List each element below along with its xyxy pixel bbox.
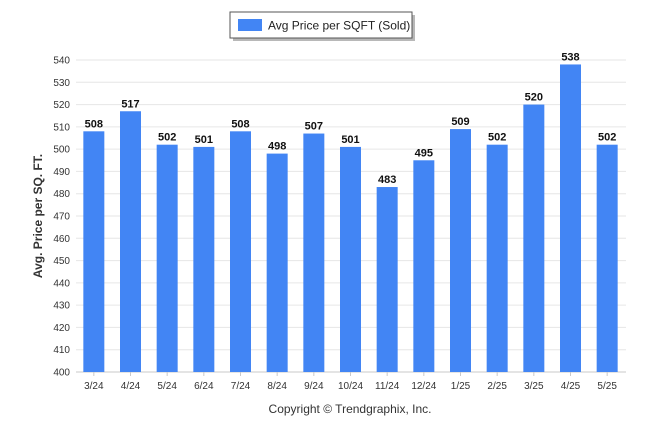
bar-value-label: 508: [231, 118, 249, 130]
bar-value-label: 501: [341, 134, 359, 146]
y-tick-label: 440: [53, 278, 70, 289]
bar: [230, 131, 251, 372]
bar-value-label: 509: [451, 116, 469, 128]
x-tick-label: 7/24: [231, 381, 251, 392]
bar: [523, 104, 545, 373]
bar-value-label: 507: [305, 121, 323, 133]
bar: [83, 131, 105, 372]
bar-value-label: 483: [378, 174, 396, 186]
bar: [486, 144, 508, 372]
bar-value-label: 498: [268, 141, 286, 153]
y-tick-label: 460: [53, 234, 70, 245]
x-tick-label: 6/24: [194, 381, 214, 392]
x-tick-label: 4/24: [121, 381, 141, 392]
bar: [193, 146, 215, 372]
bar-value-label: 502: [598, 132, 616, 144]
x-axis-ticks: 3/24 4/24 5/24 6/24 7/24 8/24 9/24 10/24 11/24 12…: [84, 372, 617, 392]
legend-swatch: [238, 19, 262, 31]
y-tick-label: 470: [53, 212, 70, 223]
x-tick-label: 10/24: [338, 381, 363, 392]
bar: [450, 129, 471, 372]
x-tick-label: 8/24: [267, 381, 287, 392]
y-tick-label: 420: [53, 323, 70, 334]
y-tick-label: 450: [53, 256, 70, 267]
bar-value-label: 495: [415, 147, 433, 159]
bar-value-label: 508: [85, 118, 103, 130]
y-tick-label: 480: [53, 189, 70, 200]
legend-label: Avg Price per SQFT (Sold): [268, 19, 410, 33]
bar: [560, 64, 581, 372]
y-axis-label: Avg. Price per SQ. FT.: [31, 154, 45, 278]
x-tick-label: 3/24: [84, 381, 104, 392]
bar: [156, 144, 178, 372]
x-tick-label: 5/24: [157, 381, 177, 392]
x-tick-label: 11/24: [375, 381, 400, 392]
x-tick-label: 3/25: [524, 381, 544, 392]
y-tick-label: 540: [53, 56, 70, 67]
x-tick-label: 5/25: [597, 381, 617, 392]
y-tick-label: 500: [53, 145, 70, 156]
bar-value-label: 538: [561, 51, 579, 63]
y-tick-label: 510: [53, 122, 70, 133]
y-tick-label: 430: [53, 301, 70, 312]
bar: [596, 144, 618, 372]
bar: [120, 111, 141, 372]
bar-value-label: 520: [525, 92, 543, 104]
bar: [303, 133, 325, 372]
bar-value-label: 517: [121, 98, 139, 110]
y-tick-label: 530: [53, 78, 70, 89]
bar: [413, 160, 435, 372]
y-tick-label: 520: [53, 100, 70, 111]
bar-labels: 508 517 502 501 508 498 507 501 483 495 509 502 520 5…: [85, 51, 617, 186]
x-tick-label: 4/25: [561, 381, 581, 392]
x-tick-label: 2/25: [487, 381, 507, 392]
x-tick-label: 12/24: [411, 381, 436, 392]
y-tick-label: 490: [53, 167, 70, 178]
copyright-footer: Copyright © Trendgraphix, Inc.: [269, 402, 432, 416]
bar-value-label: 502: [158, 132, 176, 144]
bar: [340, 146, 361, 372]
bars: [83, 64, 618, 373]
bar: [266, 153, 288, 372]
bar-value-label: 501: [195, 134, 213, 146]
bar-value-label: 502: [488, 132, 506, 144]
x-tick-label: 9/24: [304, 381, 324, 392]
y-axis-ticks: 400 410 420 430 440 450 460 470 480 490 500 510 520 5…: [53, 56, 70, 379]
x-tick-label: 1/25: [451, 381, 471, 392]
y-tick-label: 400: [53, 368, 70, 379]
bar: [376, 187, 398, 372]
y-tick-label: 410: [53, 345, 70, 356]
legend: Avg Price per SQFT (Sold): [229, 11, 415, 41]
